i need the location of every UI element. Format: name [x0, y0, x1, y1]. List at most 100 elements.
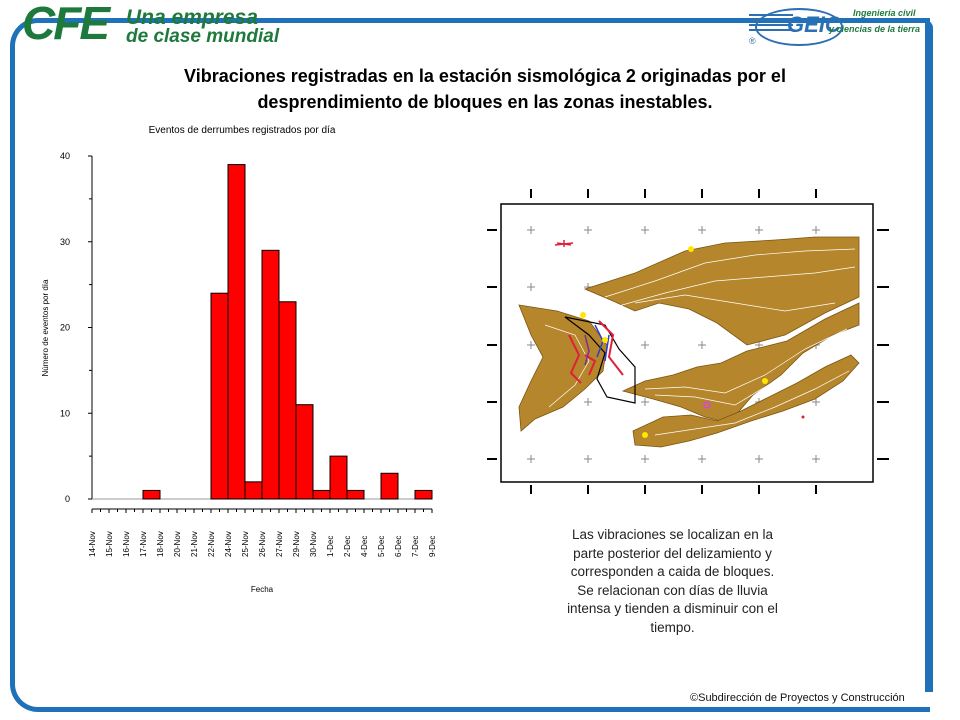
geic-logo-word: GEIC [787, 12, 841, 37]
bar [261, 249, 280, 500]
x-tick-label: 6-Dec [394, 536, 403, 557]
description-line: intensa y tienden a disminuir con el [567, 601, 778, 617]
grid-cross [641, 455, 649, 463]
x-tick-label: 17-Nov [139, 531, 148, 557]
grid-cross [641, 398, 649, 406]
chart-x-axis-label: Fecha [251, 585, 274, 594]
description-line: tiempo. [650, 619, 695, 635]
grid-cross [812, 226, 820, 234]
station-marker [642, 432, 648, 438]
description-line: Se relacionan con días de lluvia [577, 582, 768, 598]
copyright-footer: ©Subdirección de Proyectos y Construcció… [690, 692, 905, 704]
grid-cross [755, 455, 763, 463]
x-tick-label: 9-Dec [428, 536, 437, 557]
chart-title: Eventos de derrumbes registrados por día [149, 125, 336, 136]
x-tick-label: 1-Dec [326, 536, 335, 557]
x-tick-label: 20-Nov [173, 531, 182, 557]
grid-cross [527, 283, 535, 291]
geic-logo-ring-icon [755, 8, 843, 46]
geic-logo-tagline1: Ingeniería civil [853, 8, 916, 18]
map-grid-crosses [527, 226, 820, 463]
bar [380, 472, 399, 500]
x-tick-label: 25-Nov [241, 531, 250, 557]
x-tick-label: 24-Nov [224, 531, 233, 557]
y-tick-label: 40 [60, 151, 70, 161]
x-tick-label: 26-Nov [258, 531, 267, 557]
bar [210, 292, 229, 500]
x-tick-label: 5-Dec [377, 536, 386, 557]
bar [244, 481, 263, 500]
slide-title: Vibraciones registradas en la estación s… [60, 63, 910, 115]
grid-cross [527, 341, 535, 349]
grid-cross [584, 226, 592, 234]
description-line: corresponden a caida de bloques. [570, 564, 775, 580]
cfe-logo-slogan-line1: Una empresa [126, 6, 258, 29]
bar [414, 489, 433, 500]
red-marker-west [554, 240, 574, 247]
station-markers [580, 246, 805, 438]
x-tick-label: 7-Dec [411, 536, 420, 557]
station-marker [580, 312, 586, 318]
x-tick-label: 30-Nov [309, 531, 318, 557]
grid-cross [584, 455, 592, 463]
slide-title-line1: Vibraciones registradas en la estación s… [184, 66, 786, 86]
grid-cross [755, 226, 763, 234]
cfe-logo-slogan-line2: de clase mundial [126, 26, 280, 47]
grid-cross [812, 398, 820, 406]
terrain-contour-lines [544, 248, 856, 436]
x-tick-label: 18-Nov [156, 531, 165, 557]
bar [329, 455, 348, 500]
y-tick-label: 0 [65, 494, 70, 504]
x-tick-label: 15-Nov [105, 531, 114, 557]
description-text: Las vibraciones se localizan en la parte… [540, 526, 805, 638]
geic-logo-tagline2: y ciencias de la tierra [829, 24, 921, 34]
chart-y-axis-label: Número de eventos por día [41, 279, 50, 376]
bar [312, 489, 331, 500]
scarp-purple [584, 334, 590, 366]
x-tick-label: 27-Nov [275, 531, 284, 557]
terrain-south-slope [621, 302, 860, 424]
chart-marks: 0 10 20 30 40 14-Nov 15-Nov 16-Nov 17-Nov 18-Nov 2… [60, 151, 437, 557]
geic-logo-registered: ® [749, 36, 756, 46]
station-marker [688, 246, 694, 252]
x-tick-label: 16-Nov [122, 531, 131, 557]
y-tick-label: 30 [60, 237, 70, 247]
pink-marker [703, 401, 711, 409]
grid-cross [641, 226, 649, 234]
terrain-east-ridge [632, 354, 860, 448]
description-line: Las vibraciones se localizan en la [571, 527, 774, 542]
grid-cross [698, 455, 706, 463]
station-marker [602, 337, 608, 343]
slide-title-line2: desprendimiento de bloques en las zonas … [257, 92, 713, 112]
grid-cross [698, 226, 706, 234]
y-tick-label: 20 [60, 323, 70, 333]
seismic-location-map [487, 189, 889, 494]
map-border-ticks [487, 189, 889, 494]
grid-cross [527, 455, 535, 463]
cfe-logo-mark: CFE [22, 0, 110, 49]
grid-cross [641, 341, 649, 349]
bar [346, 489, 365, 500]
grid-cross [698, 341, 706, 349]
events-bar-chart: Eventos de derrumbes registrados por día… [41, 125, 437, 594]
scarp-red [568, 320, 624, 384]
x-tick-label: 4-Dec [360, 536, 369, 557]
y-tick-label: 10 [60, 408, 70, 418]
x-tick-label: 21-Nov [190, 531, 199, 557]
geic-logo: GEIC ® Ingeniería civil y ciencias de la… [745, 2, 925, 50]
slide-frame-right-bar [925, 20, 933, 692]
landslide-scarp-lines [554, 240, 636, 404]
x-tick-label: 29-Nov [292, 531, 301, 557]
grid-cross [527, 226, 535, 234]
bar [227, 164, 246, 500]
small-red-marker [801, 415, 805, 419]
grid-cross [584, 398, 592, 406]
description-line: parte posterior del delizamiento y [573, 545, 772, 561]
bar [278, 301, 297, 500]
slide-frame [10, 18, 930, 712]
x-tick-label: 22-Nov [207, 531, 216, 557]
grid-cross [812, 455, 820, 463]
station-marker [762, 378, 768, 384]
x-tick-label: 2-Dec [343, 536, 352, 557]
x-tick-label: 14-Nov [88, 531, 97, 557]
